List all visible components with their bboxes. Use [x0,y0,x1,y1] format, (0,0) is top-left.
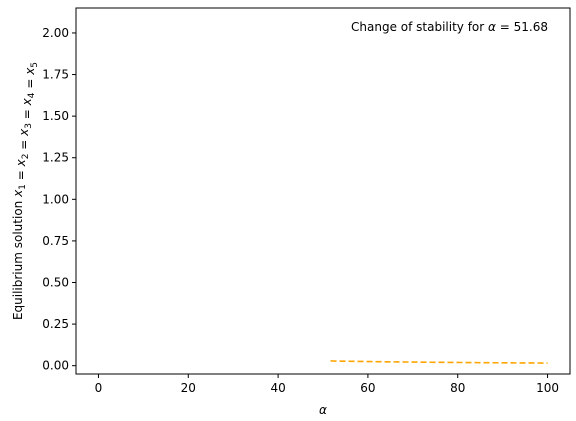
axes-frame [75,7,571,375]
unstable-branch-line [330,360,548,364]
y-axis-label-subscript: 5 [30,62,40,68]
x-tick-label: 40 [270,381,285,395]
y-axis-label-variable: x [20,97,34,106]
y-tick-label: 1.50 [42,109,69,123]
y-axis-label-variable: x [14,158,28,167]
annotation-value: 51.68 [514,20,548,34]
x-tick-label: 60 [360,381,375,395]
y-axis-label-subscript: 4 [27,92,37,98]
y-axis-label-variable: x [17,128,31,137]
x-tick-label: 80 [450,381,465,395]
y-axis-label: Equilibrium solution x1 = x2 = x3 = x4 =… [11,62,40,320]
plot-area [330,360,548,364]
y-tick-label: 1.75 [42,68,69,82]
y-axis-label-equals: = [20,105,34,123]
annotation-symbol: α [488,20,496,34]
y-axis-label-prefix: Equilibrium solution [11,197,25,320]
y-axis-label-subscript: 1 [18,184,28,190]
y-axis-label-variable: x [11,189,25,198]
y-tick-label: 1.25 [42,151,69,165]
y-axis-label-subscript: 3 [24,123,34,129]
y-tick-label: 1.00 [42,192,69,206]
x-axis-label: α [319,403,327,417]
x-tick-label: 100 [536,381,559,395]
ticks: 0 20 40 60 80 100 0.00 0.25 0.50 0.75 1.00 1.25 1.50… [42,26,559,395]
stability-annotation: Change of stability for α = 51.68 [351,20,548,34]
annotation-relation: = [496,20,514,34]
y-axis-label-variable: x [23,67,37,76]
x-tick-label: 20 [181,381,196,395]
y-tick-label: 0.75 [42,234,69,248]
annotation-prefix: Change of stability for [351,20,488,34]
y-axis-label-equals: = [17,136,31,154]
x-axis-label-symbol: α [319,403,327,417]
y-tick-label: 0.00 [42,359,69,373]
y-axis-label-subscript: 2 [21,154,31,160]
x-tick-label: 0 [95,381,103,395]
y-axis-label-equals: = [14,166,28,184]
y-tick-label: 2.00 [42,26,69,40]
y-tick-label: 0.50 [42,276,69,290]
y-tick-label: 0.25 [42,317,69,331]
y-axis-label-equals: = [23,75,37,93]
